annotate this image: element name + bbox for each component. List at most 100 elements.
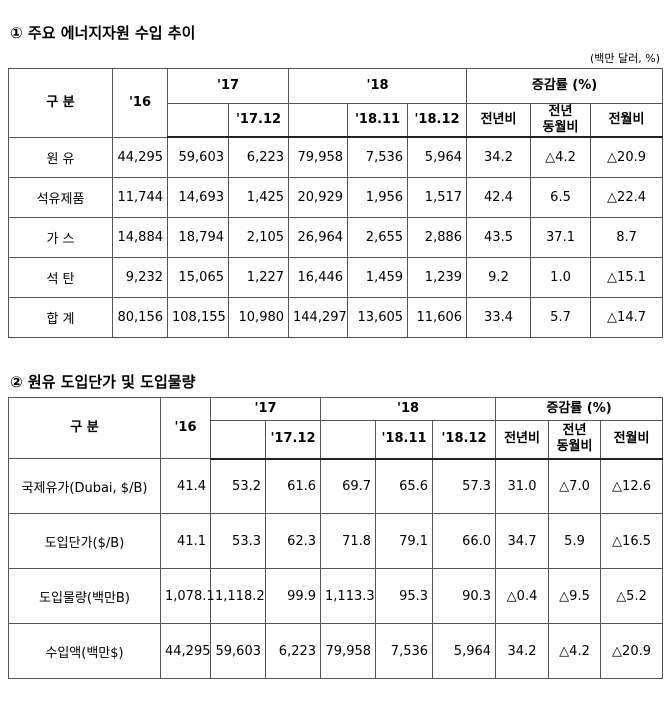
data-cell: △5.2 [600,568,664,624]
data-cell: 34.2 [495,623,550,679]
row-label: 합 계 [8,296,113,338]
data-cell: 31.0 [495,458,550,514]
data-cell: 34.7 [495,513,550,569]
header-cell: '17 [166,68,290,104]
section-title: ① 주요 에너지자원 수입 추이 [10,24,196,42]
data-cell: 33.4 [466,296,532,338]
data-cell: △20.9 [600,623,664,679]
data-cell: 1,517 [407,176,468,218]
data-cell: 15,065 [167,256,229,298]
oil-price-table: 구 분 '16'17'18 증감률 (%) '17.12'18.11'18.12 전년비… [8,397,664,679]
data-cell: 1.0 [530,256,592,298]
data-row: 석 탄 9,232 15,065 1,227 16,446 1,459 1,239 9.2 1.… [8,256,664,298]
header-cell: '18 [320,397,497,421]
row-label: 석유제품 [8,176,113,218]
header-cell: 전년비 [466,103,532,138]
data-row: 수입액(백만$) 44,295 59,603 6,223 79,958 7,536 5,96… [8,623,664,679]
data-cell: △20.9 [590,136,664,178]
header-cell: '18 [288,68,468,104]
data-cell: △22.4 [590,176,664,218]
header-cell [320,420,377,460]
data-cell: △14.7 [590,296,664,338]
header-cell: '18.11 [375,420,434,460]
data-cell: 79.1 [375,513,434,569]
data-cell: 1,113.3 [320,568,377,624]
data-cell: 43.5 [466,216,532,258]
data-cell: 41.4 [160,458,211,514]
row-label: 국제유가(Dubai, $/B) [8,458,161,514]
data-cell: 6,223 [227,136,290,178]
data-cell: 5.9 [548,513,602,569]
data-cell: △4.2 [548,623,602,679]
data-cell: 9,232 [112,256,168,298]
data-cell: 11,744 [112,176,168,218]
data-cell: 6,223 [264,623,322,679]
data-cell: 69.7 [320,458,377,514]
data-cell: 80,156 [112,296,168,338]
header-cell: '18.12 [432,420,497,460]
data-row: 도입단가($/B) 41.1 53.3 62.3 71.8 79.1 66.0 34.7 5.9… [8,513,664,569]
header-cell: 증감률 (%) [495,397,664,421]
data-cell: 99.9 [264,568,322,624]
data-cell: 1,425 [227,176,290,218]
data-cell: 34.2 [466,136,532,178]
data-cell: 59,603 [210,623,266,679]
data-cell: 1,227 [227,256,290,298]
header-cell: 증감률 (%) [466,68,664,104]
data-cell: 2,105 [227,216,290,258]
data-cell: 7,536 [347,136,409,178]
unit-note: (백만 달러, %) [589,52,660,65]
header-cell: 전년 동월비 [548,420,602,460]
data-cell: 59,603 [167,136,229,178]
header-cell: 전월비 [590,103,664,138]
data-row: 가 스 14,884 18,794 2,105 26,964 2,655 2,886 43.5… [8,216,664,258]
row-label: 도입물량(백만B) [8,568,161,624]
header-row: 구 분 '16'17'18 증감률 (%) [8,397,664,459]
data-cell: 2,655 [347,216,409,258]
data-cell: △16.5 [600,513,664,569]
data-cell: △15.1 [590,256,664,298]
data-cell: 14,693 [167,176,229,218]
data-cell: 144,297 [288,296,349,338]
data-cell: 6.5 [530,176,592,218]
data-cell: 1,118.2 [210,568,266,624]
data-cell: 37.1 [530,216,592,258]
header-row: '17.12 '18.11'18.12 전년비 전년 동월비 전월비 [9,103,664,138]
data-cell: 79,958 [288,136,349,178]
data-cell: 41.1 [160,513,211,569]
data-cell: 14,884 [112,216,168,258]
data-cell: 44,295 [160,623,211,679]
row-label: 가 스 [8,216,113,258]
data-cell: 44,295 [112,136,168,178]
data-cell: 11,606 [407,296,468,338]
header-cell: '18.11 [347,103,409,138]
data-cell: 20,929 [288,176,349,218]
data-cell: △7.0 [548,458,602,514]
data-row: 석유제품 11,744 14,693 1,425 20,929 1,956 1,517 42.… [8,176,664,218]
data-cell: 90.3 [432,568,497,624]
data-cell: 1,459 [347,256,409,298]
table-body: 국제유가(Dubai, $/B) 41.4 53.2 61.6 69.7 65.6 57.3… [8,458,664,679]
data-cell: 79,958 [320,623,377,679]
data-cell: 42.4 [466,176,532,218]
data-cell: 5,964 [407,136,468,178]
data-cell: 65.6 [375,458,434,514]
data-cell: 57.3 [432,458,497,514]
data-cell: 108,155 [167,296,229,338]
data-cell: 1,956 [347,176,409,218]
header-row: 구 분 '16'17'18 증감률 (%) [8,68,664,138]
header-cell: '17 [209,397,322,421]
row-label: 수입액(백만$) [8,623,161,679]
data-row: 원 유 44,295 59,603 6,223 79,958 7,536 5,964 34.2… [8,136,664,178]
data-row: 도입물량(백만B) 1,078.1 1,118.2 99.9 1,113.3 95.3 90… [8,568,664,624]
header-cell: 구 분 [8,68,113,138]
section-title: ② 원유 도입단가 및 도입물량 [10,373,196,391]
data-cell: 66.0 [432,513,497,569]
data-cell: △0.4 [495,568,550,624]
header-cell: '18.12 [407,103,468,138]
header-cell [167,103,229,138]
data-cell: 53.3 [210,513,266,569]
data-cell: 26,964 [288,216,349,258]
header-cell: 전년비 [495,420,550,460]
